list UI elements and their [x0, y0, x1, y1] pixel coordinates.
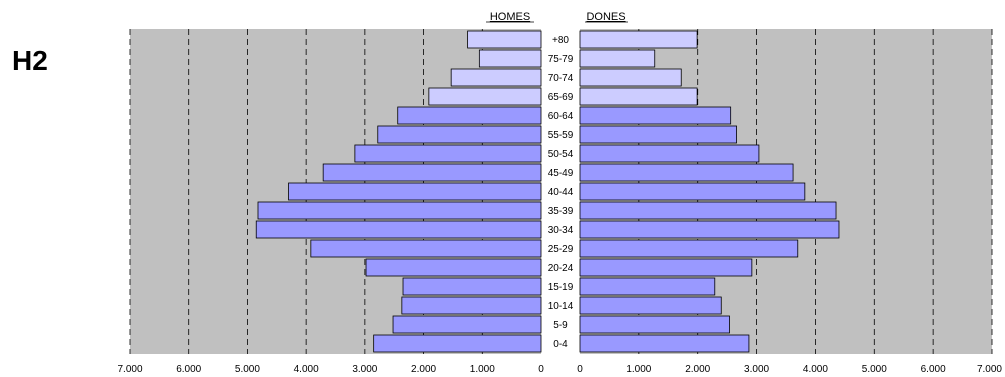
- bar-homes-+80: [467, 30, 542, 49]
- x-tick-label-left: 2.000: [411, 364, 436, 375]
- bar-homes-30-34: [255, 220, 542, 239]
- category-label: 45-49: [548, 168, 574, 179]
- x-tick-label-left: 1.000: [470, 364, 495, 375]
- category-label: 70-74: [548, 73, 574, 84]
- x-tick-label-right: 7.000: [977, 364, 1002, 375]
- x-tick-label-right: 6.000: [921, 364, 946, 375]
- bar-homes-20-24: [365, 258, 542, 277]
- category-label: 40-44: [548, 187, 574, 198]
- x-tick-label-left: 3.000: [352, 364, 377, 375]
- category-label: 5-9: [553, 320, 568, 331]
- bar-dones-20-24: [579, 258, 753, 277]
- bar-dones-+80: [579, 30, 698, 49]
- bar-homes-65-69: [428, 87, 542, 106]
- bar-homes-70-74: [450, 68, 542, 87]
- x-tick-label-right: 2.000: [685, 364, 710, 375]
- bar-dones-60-64: [579, 106, 732, 125]
- bar-dones-0-4: [579, 334, 750, 353]
- category-label: +80: [552, 35, 569, 46]
- bar-homes-75-79: [478, 49, 542, 68]
- category-label: 10-14: [548, 301, 574, 312]
- category-label: 60-64: [548, 111, 574, 122]
- bar-homes-15-19: [402, 277, 542, 296]
- bar-dones-55-59: [579, 125, 737, 144]
- category-label: 15-19: [548, 282, 574, 293]
- x-tick-label-left: 0: [538, 364, 544, 375]
- bar-homes-50-54: [354, 144, 542, 163]
- category-label: 75-79: [548, 54, 574, 65]
- bar-homes-55-59: [377, 125, 542, 144]
- category-label: 65-69: [548, 92, 574, 103]
- bar-homes-25-29: [310, 239, 542, 258]
- bar-dones-65-69: [579, 87, 698, 106]
- x-tick-label-right: 4.000: [803, 364, 828, 375]
- bar-homes-40-44: [288, 182, 542, 201]
- bar-dones-10-14: [579, 296, 722, 315]
- x-tick-label-right: 1.000: [626, 364, 651, 375]
- x-tick-label-right: 0: [577, 364, 583, 375]
- page-label: H2: [12, 45, 48, 76]
- x-tick-label-left: 4.000: [294, 364, 319, 375]
- x-tick-label-right: 5.000: [862, 364, 887, 375]
- category-label: 35-39: [548, 206, 574, 217]
- bar-homes-60-64: [397, 106, 542, 125]
- bar-dones-35-39: [579, 201, 837, 220]
- x-tick-label-right: 3.000: [744, 364, 769, 375]
- bar-homes-45-49: [322, 163, 542, 182]
- x-tick-label-left: 7.000: [117, 364, 142, 375]
- bar-dones-5-9: [579, 315, 730, 334]
- bar-dones-40-44: [579, 182, 806, 201]
- bar-homes-35-39: [257, 201, 542, 220]
- bar-homes-0-4: [373, 334, 542, 353]
- bar-dones-45-49: [579, 163, 794, 182]
- bar-dones-75-79: [579, 49, 656, 68]
- category-label: 25-29: [548, 244, 574, 255]
- category-label: 55-59: [548, 130, 574, 141]
- bar-dones-70-74: [579, 68, 682, 87]
- category-label: 20-24: [548, 263, 574, 274]
- bar-dones-25-29: [579, 239, 799, 258]
- bar-homes-10-14: [401, 296, 542, 315]
- bar-homes-5-9: [392, 315, 542, 334]
- bar-dones-50-54: [579, 144, 760, 163]
- bar-dones-15-19: [579, 277, 716, 296]
- labels-layer: +80 75-79 70-74 65-69 60-64 55-59 50-54 45-49 40…: [117, 11, 1002, 375]
- category-label: 50-54: [548, 149, 574, 160]
- category-label: 30-34: [548, 225, 574, 236]
- x-tick-label-left: 5.000: [235, 364, 260, 375]
- x-tick-label-left: 6.000: [176, 364, 201, 375]
- series-header-dones: DONES: [586, 11, 625, 23]
- bars-layer: [255, 30, 840, 353]
- category-label: 0-4: [553, 339, 568, 350]
- bar-dones-30-34: [579, 220, 840, 239]
- series-header-homes: HOMES: [490, 11, 530, 23]
